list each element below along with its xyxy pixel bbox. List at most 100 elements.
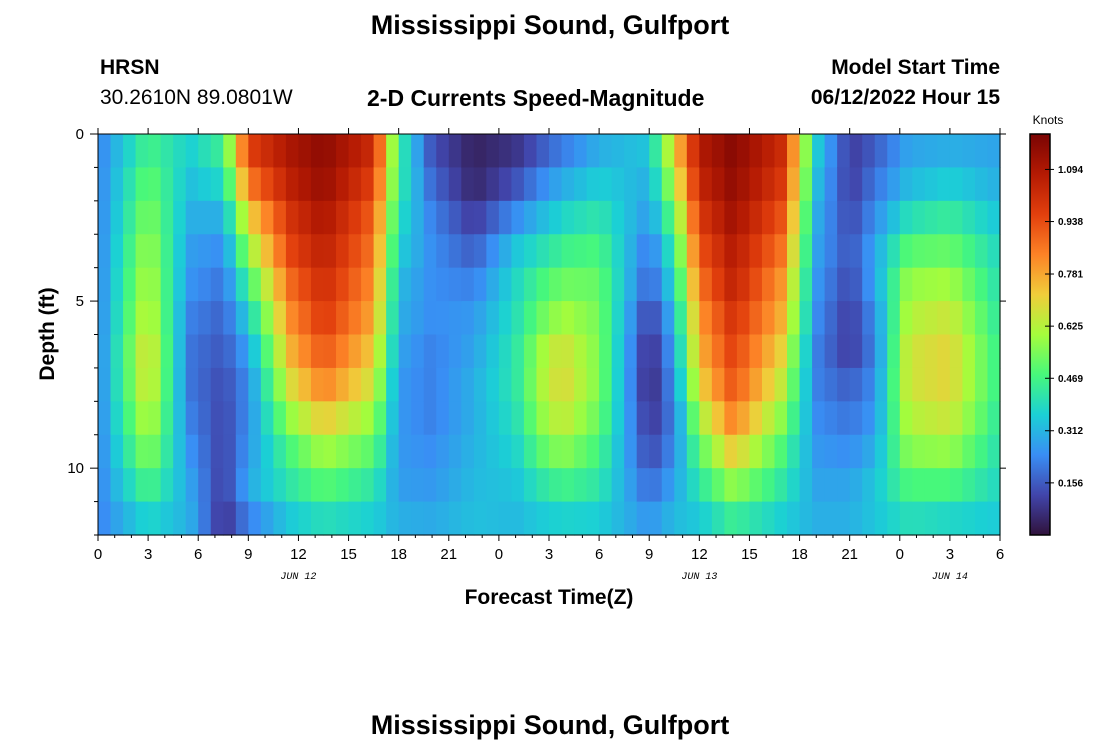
heatmap-cell <box>862 134 876 169</box>
heatmap-cell <box>711 501 725 536</box>
heatmap-cell <box>962 401 976 436</box>
heatmap-cell <box>912 134 926 169</box>
heatmap-cell <box>336 434 350 469</box>
heatmap-cell <box>974 234 989 269</box>
heatmap-cell <box>210 301 224 336</box>
heatmap-cell <box>599 434 613 469</box>
heatmap-cell <box>98 134 112 169</box>
heatmap-cell <box>98 501 112 536</box>
heatmap-cell <box>461 468 475 503</box>
heatmap-cell <box>473 200 487 235</box>
heatmap-cell <box>361 301 375 336</box>
heatmap-cell <box>273 200 287 235</box>
heatmap-cell <box>812 501 826 536</box>
heatmap-cell <box>549 334 563 369</box>
heatmap-cell <box>160 334 174 369</box>
heatmap-cell <box>260 367 274 402</box>
heatmap-cell <box>511 367 525 402</box>
heatmap-cell <box>812 234 826 269</box>
heatmap-cell <box>736 301 751 336</box>
heatmap-cell <box>185 501 199 536</box>
heatmap-cell <box>812 434 826 469</box>
heatmap-cell <box>173 468 187 503</box>
heatmap-cell <box>924 267 938 302</box>
heatmap-cell <box>624 468 638 503</box>
heatmap-cell <box>423 134 437 169</box>
heatmap-cell <box>260 267 274 302</box>
heatmap-cell <box>987 200 1001 235</box>
heatmap-cell <box>899 334 913 369</box>
heatmap-cell <box>599 401 613 436</box>
heatmap-cell <box>574 334 588 369</box>
heatmap-cell <box>285 501 300 536</box>
date-label: JUN 14 <box>932 572 968 583</box>
heatmap-cell <box>887 200 901 235</box>
heatmap-cell <box>761 501 776 536</box>
heatmap-cell <box>348 167 362 202</box>
heatmap-cell <box>661 134 675 169</box>
heatmap-cell <box>273 367 287 402</box>
heatmap-cell <box>323 468 337 503</box>
heatmap-cell <box>862 234 876 269</box>
heatmap-cell <box>787 434 801 469</box>
heatmap-cell <box>198 401 212 436</box>
heatmap-cell <box>812 134 826 169</box>
heatmap-cell <box>974 267 989 302</box>
heatmap-cell <box>436 167 450 202</box>
heatmap-cell <box>336 134 350 169</box>
heatmap-cell <box>987 367 1001 402</box>
heatmap-cell <box>323 301 337 336</box>
heatmap-cell <box>235 234 249 269</box>
heatmap-cell <box>498 434 513 469</box>
heatmap-cell <box>373 301 387 336</box>
heatmap-cell <box>411 367 425 402</box>
heatmap-cell <box>173 434 187 469</box>
heatmap-cell <box>348 301 362 336</box>
heatmap-cell <box>336 267 350 302</box>
heatmap-cell <box>536 200 550 235</box>
heatmap-cell <box>461 234 475 269</box>
heatmap-cell <box>411 200 425 235</box>
heatmap-cell <box>824 468 838 503</box>
heatmap-cell <box>160 167 174 202</box>
heatmap-cell <box>423 167 437 202</box>
heatmap-cell <box>974 334 989 369</box>
heatmap-cell <box>736 434 751 469</box>
x-tick-label: 15 <box>340 546 357 563</box>
heatmap-cell <box>486 200 500 235</box>
heatmap-cell <box>711 167 725 202</box>
heatmap-cell <box>862 267 876 302</box>
heatmap-cell <box>336 334 350 369</box>
heatmap-cell <box>498 367 513 402</box>
heatmap-cell <box>473 134 487 169</box>
heatmap-cell <box>674 234 688 269</box>
heatmap-cell <box>511 267 525 302</box>
heatmap-cell <box>298 301 312 336</box>
heatmap-cell <box>774 267 788 302</box>
heatmap-cell <box>661 234 675 269</box>
heatmap-cell <box>98 334 112 369</box>
heatmap-cell <box>386 434 400 469</box>
heatmap-cell <box>523 301 538 336</box>
heatmap-cell <box>686 134 700 169</box>
heatmap-cell <box>386 334 400 369</box>
heatmap-cell <box>686 434 700 469</box>
heatmap-cell <box>448 401 462 436</box>
heatmap-cell <box>974 367 989 402</box>
heatmap-cell <box>123 200 137 235</box>
heatmap-cell <box>549 468 563 503</box>
heatmap-cell <box>611 301 625 336</box>
heatmap-cell <box>586 167 600 202</box>
heatmap-cell <box>198 501 212 536</box>
heatmap-cell <box>674 200 688 235</box>
colorbar-tick-label: 1.094 <box>1058 165 1083 176</box>
heatmap-cell <box>260 401 274 436</box>
heatmap-cell <box>686 301 700 336</box>
heatmap-cell <box>461 501 475 536</box>
heatmap-cell <box>749 367 763 402</box>
heatmap-cell <box>386 501 400 536</box>
heatmap-cell <box>398 367 412 402</box>
heatmap-cell <box>386 167 400 202</box>
heatmap-cell <box>135 434 149 469</box>
heatmap-cell <box>661 301 675 336</box>
